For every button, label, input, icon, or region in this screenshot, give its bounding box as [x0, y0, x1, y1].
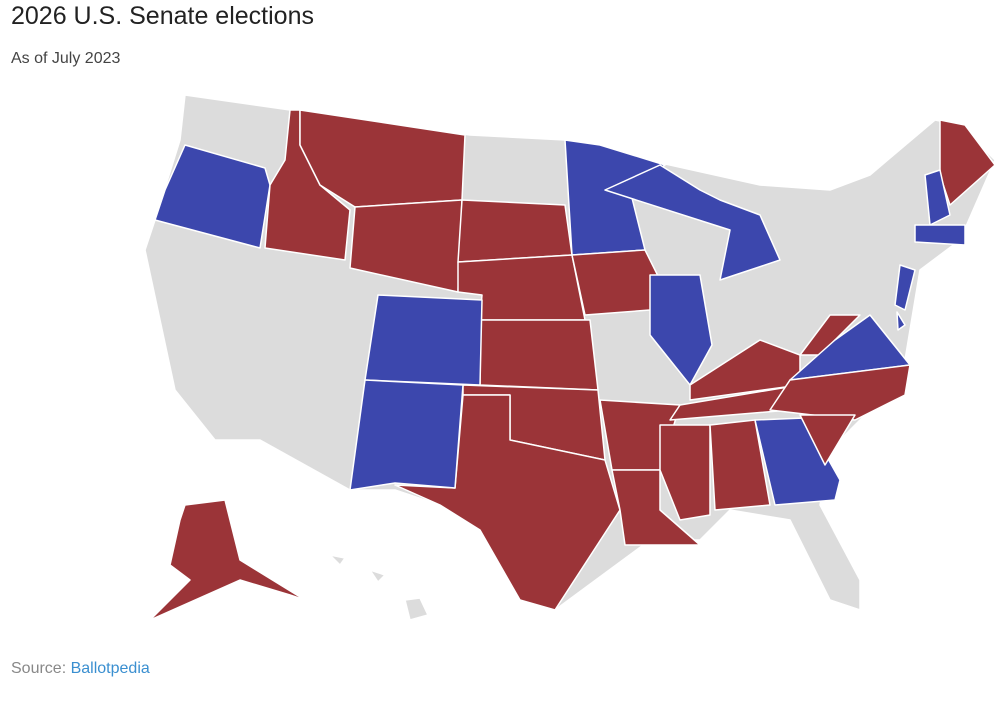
hawaii [369, 569, 386, 583]
state [894, 264, 916, 311]
state [939, 119, 996, 206]
state [769, 364, 911, 421]
source: Source: Ballotpedia [11, 660, 150, 678]
subtitle: As of July 2023 [11, 50, 121, 67]
state [799, 414, 856, 466]
state [457, 199, 573, 263]
state [689, 339, 801, 401]
state [896, 311, 906, 331]
state [349, 379, 464, 491]
source-link[interactable]: Ballotpedia [70, 660, 150, 677]
state [754, 417, 841, 506]
state [924, 169, 951, 226]
state [799, 314, 861, 356]
state [604, 164, 781, 281]
state [659, 424, 711, 521]
state [649, 274, 713, 386]
state [914, 224, 966, 246]
state [149, 499, 306, 621]
state [709, 419, 771, 511]
hawaii [329, 554, 346, 566]
title: 2026 U.S. Senate elections [11, 2, 314, 30]
state [394, 394, 621, 611]
state [154, 144, 271, 249]
state [479, 319, 599, 391]
source-label: Source: [11, 660, 67, 677]
hawaii [404, 597, 429, 621]
state [364, 294, 483, 386]
